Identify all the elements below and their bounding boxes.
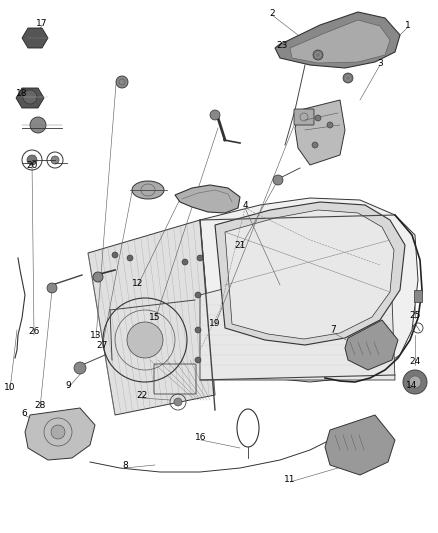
Circle shape — [30, 117, 46, 133]
Polygon shape — [345, 320, 398, 370]
Polygon shape — [200, 245, 395, 380]
Circle shape — [93, 272, 103, 282]
Text: 11: 11 — [284, 475, 296, 484]
Circle shape — [327, 122, 333, 128]
Circle shape — [112, 252, 118, 258]
Text: 13: 13 — [90, 332, 102, 341]
Polygon shape — [175, 185, 240, 213]
Circle shape — [409, 376, 421, 388]
Text: 7: 7 — [330, 326, 336, 335]
Circle shape — [182, 259, 188, 265]
Circle shape — [51, 156, 59, 164]
Polygon shape — [88, 220, 215, 415]
FancyBboxPatch shape — [294, 109, 314, 125]
Circle shape — [51, 425, 65, 439]
Circle shape — [174, 398, 182, 406]
Circle shape — [116, 76, 128, 88]
Polygon shape — [215, 202, 405, 345]
Polygon shape — [16, 88, 44, 108]
Circle shape — [403, 370, 427, 394]
Circle shape — [313, 50, 323, 60]
Text: 14: 14 — [406, 381, 418, 390]
Circle shape — [197, 255, 203, 261]
Polygon shape — [25, 408, 95, 460]
Text: 18: 18 — [16, 88, 28, 98]
Text: 26: 26 — [28, 327, 40, 336]
Circle shape — [74, 362, 86, 374]
Text: 16: 16 — [195, 433, 207, 442]
Text: 15: 15 — [149, 313, 161, 322]
Text: 27: 27 — [96, 342, 108, 351]
Text: 22: 22 — [136, 392, 148, 400]
Polygon shape — [290, 20, 390, 63]
Circle shape — [210, 110, 220, 120]
Circle shape — [127, 255, 133, 261]
Text: 10: 10 — [4, 384, 16, 392]
Text: 6: 6 — [21, 408, 27, 417]
Text: 12: 12 — [132, 279, 144, 287]
Polygon shape — [225, 210, 394, 339]
Circle shape — [195, 292, 201, 298]
Text: 24: 24 — [410, 358, 420, 367]
Polygon shape — [414, 290, 422, 302]
Polygon shape — [295, 100, 345, 165]
Text: 17: 17 — [36, 19, 48, 28]
Text: 21: 21 — [234, 240, 246, 249]
Ellipse shape — [132, 181, 164, 199]
Circle shape — [273, 175, 283, 185]
Text: 28: 28 — [34, 400, 46, 409]
Text: 19: 19 — [209, 319, 221, 327]
Text: 8: 8 — [122, 461, 128, 470]
Text: 4: 4 — [242, 200, 248, 209]
Polygon shape — [200, 198, 418, 382]
Circle shape — [315, 115, 321, 121]
Text: 9: 9 — [65, 381, 71, 390]
Polygon shape — [275, 12, 400, 68]
Circle shape — [195, 357, 201, 363]
Polygon shape — [325, 415, 395, 475]
Circle shape — [195, 327, 201, 333]
Circle shape — [127, 322, 163, 358]
Text: 20: 20 — [26, 160, 38, 169]
Circle shape — [312, 142, 318, 148]
Text: 25: 25 — [410, 311, 420, 319]
Text: 2: 2 — [269, 10, 275, 19]
Circle shape — [47, 283, 57, 293]
Circle shape — [343, 73, 353, 83]
Text: 3: 3 — [377, 59, 383, 68]
Polygon shape — [22, 28, 48, 48]
Text: 1: 1 — [405, 20, 411, 29]
Circle shape — [23, 90, 37, 104]
Circle shape — [27, 155, 37, 165]
Text: 23: 23 — [276, 42, 288, 51]
